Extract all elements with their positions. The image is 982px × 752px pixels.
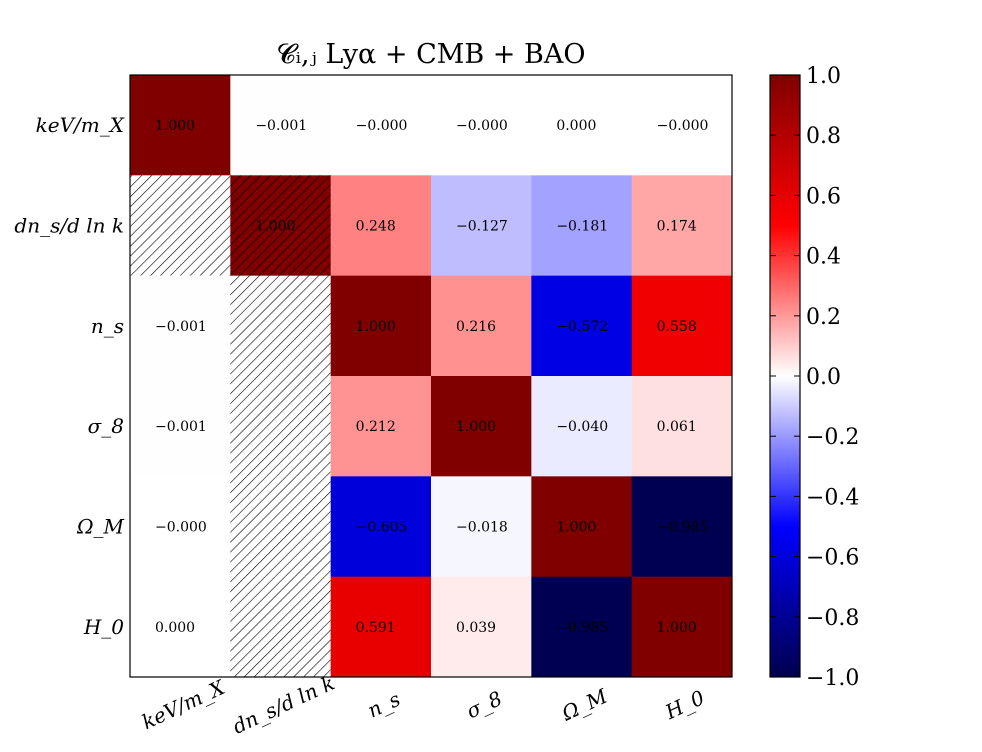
cell-value-r2-c3: 0.216 (456, 319, 496, 335)
hatch-overlay-r1-c1 (230, 175, 331, 276)
heatmap-cell-r3-c0 (130, 376, 231, 477)
heatmap-cell-r5-c0 (130, 576, 231, 678)
heatmap-cell-r2-c3 (431, 275, 532, 377)
cell-value-r3-c2: 0.212 (356, 419, 396, 435)
heatmap-cell-r4-c3 (431, 476, 532, 578)
heatmap-cell-r4-c2 (330, 476, 432, 578)
hatch-overlay-r3-c1 (230, 376, 331, 477)
hatch-overlay-r1-c0 (130, 175, 231, 276)
cell-value-r2-c0: −0.001 (155, 319, 207, 335)
heatmap-cell-r4-c5 (631, 476, 733, 578)
cell-value-r3-c5: 0.061 (657, 419, 697, 435)
heatmap-cell-labels: 1.000 −0.001 −0.000 −0.000 0.000 −0.000 1.000 0… (155, 118, 708, 636)
heatmap-cell-r0-c3 (431, 75, 532, 176)
colorbar-tick-label-3: 0.4 (806, 245, 841, 270)
colorbar-tick-label-4: 0.2 (806, 305, 841, 330)
heatmap-cell-r1-c4 (531, 175, 633, 277)
cell-value-r1-c3: −0.127 (456, 219, 508, 235)
row-label-2: n_s (91, 314, 124, 338)
plot-frame (129, 74, 733, 678)
heatmap-cell-r3-c5 (631, 376, 733, 477)
cell-value-r4-c2: −0.605 (356, 520, 408, 536)
cell-value-r3-c3: 1.000 (456, 419, 496, 435)
cell-value-r0-c1: −0.001 (255, 118, 307, 134)
heatmap-cell-r5-c4 (531, 576, 633, 678)
colorbar-tick-label-1: 0.8 (806, 124, 841, 149)
colorbar-tick-label-6: −0.2 (806, 425, 859, 450)
heatmap-cell-r1-c3 (431, 175, 532, 277)
row-label-1: dn_s/d ln k (14, 214, 124, 238)
heatmap-cell-r2-c2 (330, 275, 432, 377)
cell-value-r0-c3: −0.000 (456, 118, 508, 134)
colorbar-ticks: 1.0 0.8 0.6 0.4 0.2 0.0 −0.2 −0.4 −0.6 −0.8 −1.0 (770, 64, 859, 691)
colorbar-tick-label-8: −0.6 (806, 546, 859, 571)
column-label-5: H_0 (661, 685, 709, 724)
heatmap-cell-r0-c5 (631, 75, 733, 176)
heatmap-cell-r1-c5 (631, 175, 733, 277)
heatmap-cell-r1-c2 (330, 175, 432, 277)
row-labels: keV/m_X dn_s/d ln k n_s σ_8 Ω_M H_0 (14, 113, 124, 639)
heatmap-cell-r3-c2 (330, 376, 432, 477)
hatch-overlay-r5-c1 (230, 576, 331, 677)
cell-value-r2-c2: 1.000 (356, 319, 396, 335)
colorbar-tick-label-10: −1.0 (806, 666, 859, 691)
colorbar-tick-label-5: 0.0 (806, 365, 841, 390)
cell-value-r5-c5: 1.000 (657, 620, 697, 636)
column-label-0: keV/m_X (138, 675, 229, 734)
cell-value-r0-c2: −0.000 (356, 118, 408, 134)
heatmap-cell-r5-c2 (330, 576, 432, 678)
row-label-4: Ω_M (76, 515, 125, 539)
heatmap-cell-r2-c0 (130, 275, 231, 377)
cell-value-r5-c4: −0.985 (556, 620, 608, 636)
heatmap-cell-r0-c1 (230, 75, 332, 176)
cell-value-r5-c0: 0.000 (155, 620, 195, 636)
colorbar-tick-label-0: 1.0 (806, 64, 841, 89)
colorbar-tick-label-7: −0.4 (806, 485, 859, 510)
colorbar-tick-label-2: 0.6 (806, 184, 841, 209)
column-label-4: Ω_M (557, 684, 611, 726)
colorbar-tick-label-9: −0.8 (806, 606, 859, 631)
column-label-3: σ_8 (463, 686, 506, 723)
cell-value-r0-c0: 1.000 (155, 118, 195, 134)
cell-value-r4-c5: −0.985 (657, 520, 709, 536)
heatmap-cell-r2-c5 (631, 275, 733, 377)
chart-title: 𝓒ᵢ,ⱼ Lyα + CMB + BAO (277, 39, 586, 70)
row-label-5: H_0 (83, 615, 124, 639)
heatmap-cells (130, 75, 733, 678)
cell-value-r4-c0: −0.000 (155, 520, 207, 536)
heatmap-cell-r0-c0 (130, 75, 231, 176)
heatmap-cell-r5-c3 (431, 576, 532, 678)
hatch-overlay-r2-c1 (230, 275, 331, 376)
column-labels: keV/m_X dn_s/d ln k n_s σ_8 Ω_M H_0 (138, 671, 708, 739)
cell-value-r0-c5: −0.000 (657, 118, 709, 134)
cell-value-r3-c4: −0.040 (556, 419, 608, 435)
cell-value-r3-c0: −0.001 (155, 419, 207, 435)
hatch-overlay-r4-c1 (230, 476, 331, 577)
heatmap-cell-r3-c4 (531, 376, 633, 477)
cell-value-r4-c4: 1.000 (556, 520, 596, 536)
cell-value-r0-c4: 0.000 (556, 118, 596, 134)
cell-value-r4-c3: −0.018 (456, 520, 508, 536)
heatmap-cell-r3-c3 (431, 376, 532, 477)
cell-value-r5-c2: 0.591 (356, 620, 396, 636)
column-label-2: n_s (364, 687, 404, 723)
cell-value-r1-c5: 0.174 (657, 219, 697, 235)
row-label-3: σ_8 (88, 414, 124, 438)
cell-value-r2-c5: 0.558 (657, 319, 697, 335)
cell-value-r5-c3: 0.039 (456, 620, 496, 636)
cell-value-r1-c1: 1.000 (255, 219, 295, 235)
heatmap-cell-r0-c2 (330, 75, 432, 176)
heatmap-cell-r0-c4 (531, 75, 633, 176)
heatmap-cell-r4-c0 (130, 476, 231, 578)
column-label-1: dn_s/d ln k (229, 671, 338, 739)
heatmap-cell-r5-c5 (631, 576, 733, 678)
heatmap-cell-r4-c4 (531, 476, 633, 578)
cell-value-r1-c4: −0.181 (556, 219, 608, 235)
cell-value-r2-c4: −0.572 (556, 319, 608, 335)
cell-value-r1-c2: 0.248 (356, 219, 396, 235)
row-label-0: keV/m_X (36, 113, 125, 137)
heatmap-cell-r2-c4 (531, 275, 633, 377)
